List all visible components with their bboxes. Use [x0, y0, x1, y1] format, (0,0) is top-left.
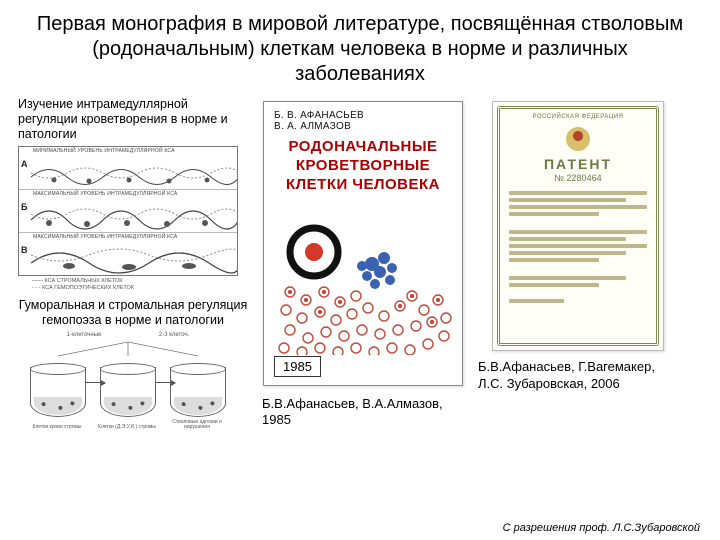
right-column: РОССИЙСКАЯ ФЕДЕРАЦИЯ ПАТЕНТ № 2280464 — [478, 97, 678, 429]
jar-label: Стволовые адгезии и нарушения — [166, 420, 228, 430]
arrow-icon — [155, 382, 175, 383]
book-cover-art — [272, 222, 454, 355]
jar-label: Клетки (Д.Э.У.И.) стромы — [96, 425, 158, 430]
jar — [100, 367, 156, 417]
legend-text: КСА ГЕМОПОЭТИЧЕСКИХ КЛЕТОК — [42, 285, 134, 291]
middle-column: Б. В. АФАНАСЬЕВ В. А. АЛМАЗОВ РОДОНАЧАЛЬ… — [258, 97, 468, 429]
legend-text: КСА СТРОМАЛЬНЫХ КЛЕТОК — [45, 278, 123, 284]
book-year: 1985 — [274, 356, 321, 377]
book-caption: Б.В.Афанасьев, В.А.Алмазов, 1985 — [258, 396, 468, 429]
d2-top-label: 1-клеточные — [67, 332, 102, 338]
diagram1-row-a: А МИНИМАЛЬНЫЙ УРОВЕНЬ ИНТРАМЕДУЛЛЯРНОЙ К… — [19, 147, 237, 190]
slide-title: Первая монография в мировой литературе, … — [0, 0, 720, 93]
patent-border — [497, 106, 659, 346]
patent-document: РОССИЙСКАЯ ФЕДЕРАЦИЯ ПАТЕНТ № 2280464 — [492, 101, 664, 351]
left-column: Изучение интрамедуллярной регуляции кров… — [18, 97, 248, 429]
book-cover: Б. В. АФАНАСЬЕВ В. А. АЛМАЗОВ РОДОНАЧАЛЬ… — [263, 101, 463, 386]
diagram1-row-v: В МАКСИМАЛЬНЫЙ УРОВЕНЬ ИНТРАМЕДУЛЛЯРНОЙ … — [19, 233, 237, 275]
jar — [170, 367, 226, 417]
arrow-icon — [85, 382, 105, 383]
left-subhead-1: Изучение интрамедуллярной регуляции кров… — [18, 97, 248, 142]
diagram1-legend: —— КСА СТРОМАЛЬНЫХ КЛЕТОК - - - КСА ГЕМО… — [32, 278, 248, 292]
book-authors: Б. В. АФАНАСЬЕВ В. А. АЛМАЗОВ — [264, 102, 462, 134]
left-subhead-2: Гуморальная и стромальная регуляция гемо… — [18, 298, 248, 328]
footer-credit: С разрешения проф. Л.С.Зубаровской — [503, 522, 700, 534]
content-row: Изучение интрамедуллярной регуляции кров… — [0, 93, 720, 429]
patent-caption: Б.В.Афанасьев, Г.Вагемакер, Л.С. Зубаров… — [478, 359, 655, 393]
diagram1-row-b: Б МАКСИМАЛЬНЫЙ УРОВЕНЬ ИНТРАМЕДУЛЛЯРНОЙ … — [19, 190, 237, 233]
book-title: РОДОНАЧАЛЬНЫЕ КРОВЕТВОРНЫЕ КЛЕТКИ ЧЕЛОВЕ… — [264, 134, 462, 198]
d2-top-label: 2-3 клеточ. — [159, 332, 189, 338]
jar-label: Клетки крови стромы — [26, 425, 88, 430]
jar — [30, 367, 86, 417]
diagram-intramedullary: А МИНИМАЛЬНЫЙ УРОВЕНЬ ИНТРАМЕДУЛЛЯРНОЙ К… — [18, 146, 238, 276]
diagram-humoral-stromal: 1-клеточные 2-3 клеточ. Клетки крови стр… — [18, 332, 238, 427]
